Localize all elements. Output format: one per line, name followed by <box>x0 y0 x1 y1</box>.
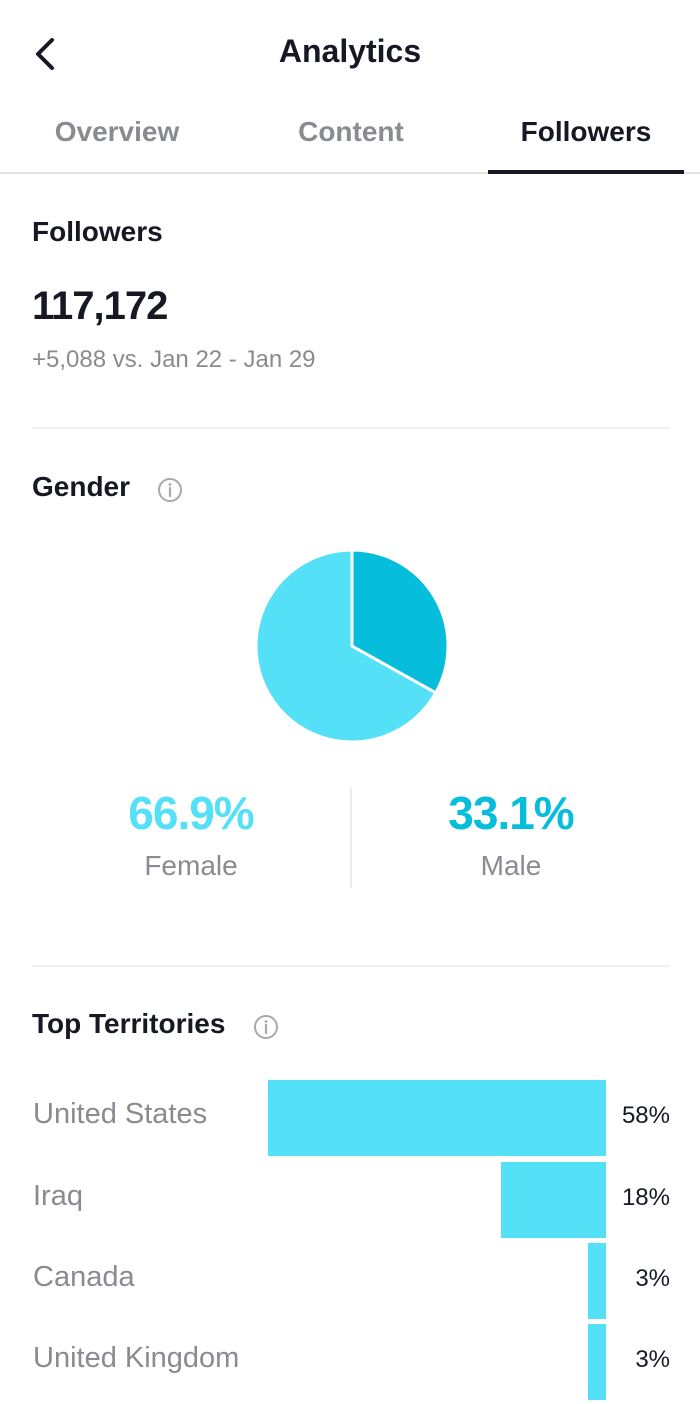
info-icon[interactable] <box>157 477 183 503</box>
territory-bar <box>501 1162 606 1238</box>
territory-name: United States <box>33 1098 208 1130</box>
territory-percent: 3% <box>635 1265 670 1292</box>
territory-row: United Kingdom 3% <box>0 1324 700 1400</box>
tab-overview[interactable]: Overview <box>54 116 180 147</box>
territory-percent: 18% <box>621 1184 670 1211</box>
territory-row: Canada 3% <box>0 1243 700 1319</box>
info-icon[interactable] <box>253 1014 279 1040</box>
territory-row: Iraq 18% <box>0 1162 700 1238</box>
territory-bar <box>588 1243 606 1319</box>
header: Analytics <box>0 0 700 108</box>
followers-section-title: Followers <box>32 216 163 247</box>
territory-row: United States 58% <box>0 1080 700 1156</box>
pie-slice-male <box>350 548 450 695</box>
territory-percent: 58% <box>621 1102 670 1129</box>
territories-section-title: Top Territories <box>32 1008 226 1039</box>
back-button[interactable] <box>24 30 72 78</box>
divider <box>32 427 670 429</box>
territory-percent: 3% <box>635 1346 670 1373</box>
male-stat: 33.1% Male <box>351 786 671 882</box>
page-title: Analytics <box>278 33 422 69</box>
territory-bar <box>588 1324 606 1400</box>
tab-bar: Overview Content Followers <box>0 108 700 174</box>
female-stat: 66.9% Female <box>31 786 351 882</box>
female-label: Female <box>144 850 238 881</box>
male-percent: 33.1% <box>448 787 574 839</box>
gender-pie-chart <box>254 548 450 744</box>
gender-section-title: Gender <box>32 471 131 502</box>
territory-bar <box>268 1080 606 1156</box>
divider <box>32 965 670 967</box>
tab-content[interactable]: Content <box>298 116 404 147</box>
chevron-left-icon <box>36 38 54 70</box>
tab-followers[interactable]: Followers <box>488 108 684 174</box>
female-percent: 66.9% <box>128 787 254 839</box>
territory-name: Canada <box>33 1261 135 1293</box>
followers-count: 117,172 <box>32 284 168 328</box>
territory-name: United Kingdom <box>33 1342 240 1374</box>
followers-delta: +5,088 vs. Jan 22 - Jan 29 <box>32 346 316 373</box>
pie-slice-female <box>254 548 438 744</box>
gender-divider <box>350 788 352 888</box>
territory-name: Iraq <box>33 1180 83 1212</box>
male-label: Male <box>480 850 542 881</box>
